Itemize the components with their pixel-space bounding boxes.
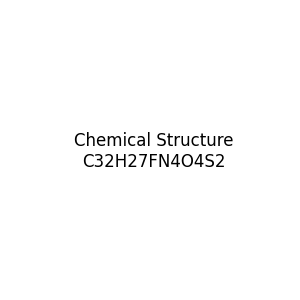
- Text: Chemical Structure
C32H27FN4O4S2: Chemical Structure C32H27FN4O4S2: [74, 132, 233, 171]
